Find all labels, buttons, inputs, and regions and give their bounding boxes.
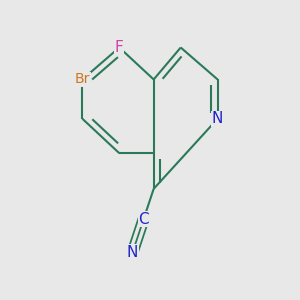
Text: N: N bbox=[127, 245, 138, 260]
Text: N: N bbox=[212, 111, 223, 126]
Text: C: C bbox=[138, 212, 149, 226]
Text: F: F bbox=[115, 40, 124, 55]
Text: Br: Br bbox=[75, 73, 90, 86]
